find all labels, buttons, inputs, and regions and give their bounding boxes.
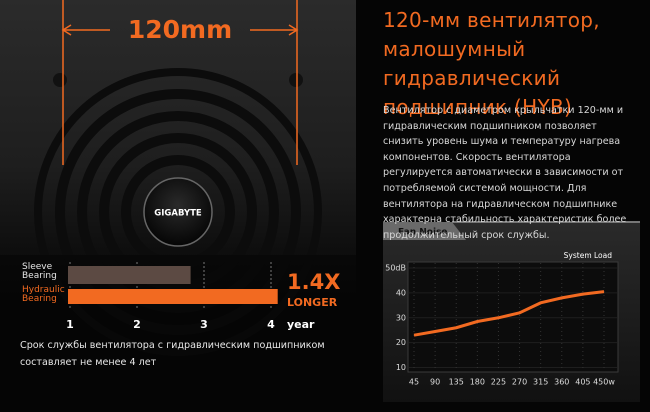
x-tick-label: 3 bbox=[200, 318, 208, 331]
description-line: компонентов. Скорость вентилятора bbox=[383, 151, 571, 163]
description-line: Вентилятор с диаметром крыльчатки 120-мм… bbox=[383, 105, 624, 116]
heading: 120-мм вентилятор, малошумный гидравлическ… bbox=[383, 6, 600, 122]
description-line: гидравлическим подшипником позволяет bbox=[383, 120, 597, 132]
y-tick-label: 30 bbox=[396, 313, 406, 322]
x-tick-label: 180 bbox=[470, 378, 485, 387]
x-tick-label: 225 bbox=[491, 378, 506, 387]
heading-line: малошумный bbox=[383, 37, 526, 61]
y-tick-label: 40 bbox=[396, 288, 406, 297]
caption-line: Срок службы вентилятора с гидравлическим… bbox=[20, 340, 325, 351]
y-tick-label: 50dB bbox=[385, 264, 406, 273]
chart-title: Fan Noise bbox=[398, 228, 448, 238]
y-tick-label: 20 bbox=[396, 338, 406, 347]
x-tick-label: 45 bbox=[409, 378, 419, 387]
x-tick-label: 360 bbox=[554, 378, 569, 387]
caption: Срок службы вентилятора с гидравлическим… bbox=[20, 337, 325, 371]
x-tick-label: 270 bbox=[512, 378, 527, 387]
x-tick-label: 1 bbox=[66, 318, 74, 331]
description-line: снизить уровень шума и температуру нагре… bbox=[383, 136, 621, 148]
x-tick-label: 4 bbox=[267, 318, 275, 331]
x-axis-label: year bbox=[287, 318, 315, 331]
fan-hub bbox=[143, 177, 213, 247]
description-line: вентилятора на гидравлическом подшипнике bbox=[383, 198, 618, 210]
x-tick-label: 405 bbox=[575, 378, 590, 387]
annotation: LONGER bbox=[287, 296, 338, 309]
category-label: Sleeve Bearing bbox=[22, 262, 57, 281]
annotation: 1.4X bbox=[287, 270, 340, 294]
logo: GIGABYTE bbox=[154, 209, 202, 219]
caption-line: составляет не менее 4 лет bbox=[20, 357, 157, 368]
size-label: 120mm bbox=[128, 15, 232, 44]
x-tick-label: 135 bbox=[449, 378, 464, 387]
x-tick-label: 90 bbox=[430, 378, 440, 387]
description: Вентилятор с диаметром крыльчатки 120-мм… bbox=[383, 103, 626, 243]
data-line bbox=[413, 290, 605, 337]
description-line: потребляемой системой мощности. Для bbox=[383, 182, 587, 194]
plot-area bbox=[407, 261, 619, 373]
description-line: продолжительный срок службы. bbox=[383, 229, 550, 241]
description-line: характерна стабильность характеристик бо… bbox=[383, 214, 627, 226]
heading-line: гидравлический bbox=[383, 66, 561, 90]
category-label: Hydraulic Bearing bbox=[22, 285, 65, 304]
x-tick-label: 2 bbox=[133, 318, 141, 331]
title-tab bbox=[383, 222, 466, 240]
bar bbox=[68, 266, 191, 284]
description-line: регулируется автоматически в зависимости… bbox=[383, 167, 624, 179]
heading-line: подшипник (HYB) bbox=[383, 95, 573, 119]
heading-line: 120-мм вентилятор, bbox=[383, 8, 600, 32]
x-tick-label: 315 bbox=[533, 378, 548, 387]
legend-label: System Load bbox=[564, 251, 613, 260]
x-tick-label: 450w bbox=[593, 378, 615, 387]
bar bbox=[68, 289, 278, 304]
dimension-marker bbox=[61, 0, 299, 165]
y-tick-label: 10 bbox=[396, 363, 406, 372]
